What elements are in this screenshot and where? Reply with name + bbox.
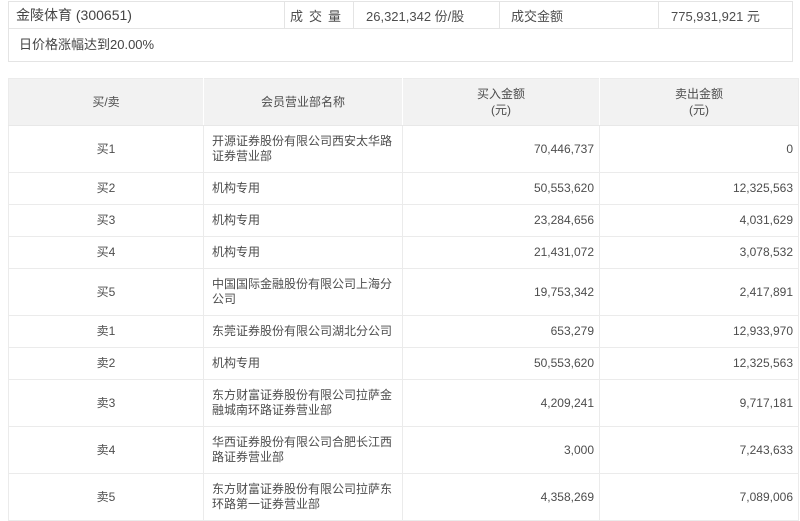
table-row: 卖2 机构专用 50,553,620 12,325,563 [8,347,799,380]
sell-cell: 12,933,970 [599,315,799,348]
side-cell: 卖1 [8,315,204,348]
sell-cell: 4,031,629 [599,204,799,237]
table-row: 卖1 东莞证券股份有限公司湖北分公司 653,279 12,933,970 [8,315,799,348]
side-cell: 买4 [8,236,204,269]
side-cell: 买2 [8,172,204,205]
stock-title: 金陵体育 (300651) [9,2,285,28]
table-row: 买5 中国国际金融股份有限公司上海分公司 19,753,342 2,417,891 [8,268,799,316]
member-cell: 东方财富证券股份有限公司拉萨东环路第一证券营业部 [203,473,403,521]
member-cell: 中国国际金融股份有限公司上海分公司 [203,268,403,316]
member-cell: 机构专用 [203,236,403,269]
broker-table: 买/卖 会员营业部名称 买入金额 (元) 卖出金额 (元) 买1 开源证券股份有限… [8,78,799,521]
side-cell: 卖3 [8,379,204,427]
volume-value: 26,321,342 份/股 [354,2,500,28]
column-header-buy-amount: 买入金额 (元) [402,78,600,126]
buy-cell: 4,358,269 [402,473,600,521]
table-row: 买4 机构专用 21,431,072 3,078,532 [8,236,799,269]
table-row: 卖3 东方财富证券股份有限公司拉萨金融城南环路证券营业部 4,209,241 9,71… [8,379,799,427]
buy-cell: 653,279 [402,315,600,348]
member-cell: 华西证券股份有限公司合肥长江西路证券营业部 [203,426,403,474]
amount-unit: (元) [491,103,511,117]
sell-cell: 7,089,006 [599,473,799,521]
volume-label: 成交量 [285,2,354,28]
buy-cell: 23,284,656 [402,204,600,237]
buy-amount-label: 买入金额 [476,87,525,101]
column-header-side: 买/卖 [8,78,204,126]
member-cell: 东方财富证券股份有限公司拉萨金融城南环路证券营业部 [203,379,403,427]
price-change-note: 日价格涨幅达到20.00% [19,37,155,52]
side-cell: 卖2 [8,347,204,380]
sell-cell: 12,325,563 [599,347,799,380]
buy-cell: 3,000 [402,426,600,474]
turnover-label: 成交金额 [500,2,659,28]
buy-cell: 50,553,620 [402,347,600,380]
turnover-value: 775,931,921 元 [671,8,760,24]
buy-cell: 19,753,342 [402,268,600,316]
amount-unit: (元) [689,103,709,117]
side-cell: 卖5 [8,473,204,521]
sell-amount-label: 卖出金额 [674,87,723,101]
member-cell: 东莞证券股份有限公司湖北分公司 [203,315,403,348]
member-cell: 机构专用 [203,347,403,380]
table-row: 买3 机构专用 23,284,656 4,031,629 [8,204,799,237]
buy-cell: 70,446,737 [402,125,600,173]
column-header-sell-amount: 卖出金额 (元) [599,78,799,126]
table-row: 卖5 东方财富证券股份有限公司拉萨东环路第一证券营业部 4,358,269 7,089… [8,473,799,521]
sell-cell: 7,243,633 [599,426,799,474]
column-header-member: 会员营业部名称 [203,78,403,126]
member-cell: 机构专用 [203,172,403,205]
sell-cell: 3,078,532 [599,236,799,269]
buy-cell: 50,553,620 [402,172,600,205]
table-row: 卖4 华西证券股份有限公司合肥长江西路证券营业部 3,000 7,243,633 [8,426,799,474]
stock-summary-bar: 金陵体育 (300651) 成交量 26,321,342 份/股 成交金额 77… [8,1,793,62]
side-cell: 买5 [8,268,204,316]
side-cell: 买3 [8,204,204,237]
sell-cell: 2,417,891 [599,268,799,316]
buy-cell: 4,209,241 [402,379,600,427]
member-cell: 开源证券股份有限公司西安太华路证券营业部 [203,125,403,173]
table-row: 买1 开源证券股份有限公司西安太华路证券营业部 70,446,737 0 [8,125,799,173]
side-cell: 买1 [8,125,204,173]
side-cell: 卖4 [8,426,204,474]
member-cell: 机构专用 [203,204,403,237]
sell-cell: 12,325,563 [599,172,799,205]
broker-table-body: 买1 开源证券股份有限公司西安太华路证券营业部 70,446,737 0 买2 机构专用 5… [8,125,799,521]
header-row: 买/卖 会员营业部名称 买入金额 (元) 卖出金额 (元) [8,78,799,126]
broker-table-header: 买/卖 会员营业部名称 买入金额 (元) 卖出金额 (元) [8,78,799,126]
buy-cell: 21,431,072 [402,236,600,269]
sell-cell: 9,717,181 [599,379,799,427]
table-row: 买2 机构专用 50,553,620 12,325,563 [8,172,799,205]
summary-row: 金陵体育 (300651) 成交量 26,321,342 份/股 成交金额 77… [9,2,792,29]
sell-cell: 0 [599,125,799,173]
